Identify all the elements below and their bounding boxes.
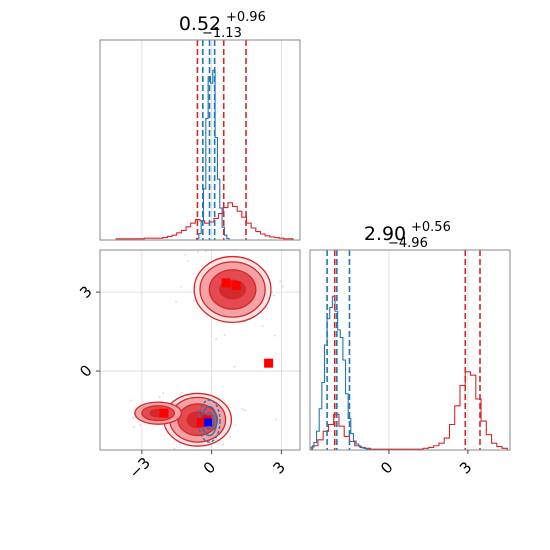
joint-sample-dot [241, 408, 244, 410]
marginal-1-plot [111, 40, 298, 240]
marginal-1-red-hist [111, 202, 298, 240]
marginal-2-title-value: 2.90 [364, 223, 406, 245]
joint-blue-marker-0 [204, 418, 213, 427]
marginal-1-title-value: 0.52 [179, 13, 221, 35]
marginal-1-blue-hist [194, 69, 232, 240]
joint-sample-dot [130, 399, 133, 402]
joint-red-marker-0 [221, 278, 231, 288]
marginal-2-blue-hist [310, 295, 372, 450]
joint-y-ticklabel-0: 0 [76, 361, 95, 380]
joint-x-ticklabel-2: 3 [270, 458, 289, 477]
marginal-2-x-ticklabel-1: 3 [456, 458, 475, 477]
joint-sample-dot [266, 307, 269, 309]
joint-sample-dot [261, 325, 264, 328]
joint-sample-dot [162, 392, 165, 395]
joint-sample-dot [197, 250, 200, 253]
marginal-2-red-hist [312, 371, 508, 450]
joint-panel: −3 0 3 0 3 [76, 242, 301, 501]
marginal-2-title-plus: +0.56 [411, 220, 451, 235]
joint-sample-dot [276, 242, 278, 244]
joint-x-ticklabel-1: 0 [200, 458, 219, 477]
joint-sample-dot [184, 253, 187, 256]
marginal-1-title-plus: +0.96 [226, 10, 266, 25]
marginal-1-panel [99, 39, 301, 241]
joint-sample-dot [233, 365, 236, 368]
marginal-1-grid [141, 40, 282, 240]
marginal-2-grid [388, 250, 469, 450]
joint-sample-dot [158, 396, 161, 399]
joint-sample-dot [279, 280, 282, 283]
joint-frame [99, 249, 301, 451]
joint-sample-dot [243, 409, 246, 412]
joint-plot [98, 242, 284, 501]
joint-sample-dot [229, 436, 232, 438]
joint-sample-dot [204, 250, 207, 253]
joint-sample-dot [179, 393, 182, 395]
marginal-2-plot [310, 250, 508, 450]
joint-sample-dot [175, 300, 178, 303]
joint-sample-dot [173, 457, 175, 459]
joint-red-marker-1 [231, 281, 241, 291]
joint-sample-dot [192, 299, 195, 302]
joint-sample-dot [274, 418, 277, 421]
joint-red-marker-3 [159, 408, 169, 418]
joint-sample-dot [190, 499, 192, 501]
joint-sample-dot [187, 260, 190, 263]
joint-sample-dot [209, 242, 211, 244]
joint-sample-dot [132, 416, 135, 419]
joint-sample-dot [173, 447, 176, 450]
joint-sample-dot [234, 424, 237, 426]
marginal-2-x-ticklabel-0: 0 [377, 458, 396, 477]
joint-red-marker-4 [196, 417, 206, 427]
marginal-1-title-minus: −1.13 [202, 26, 242, 41]
joint-sample-dot [158, 459, 160, 461]
joint-sample-dot [181, 391, 183, 394]
joint-red-marker-2 [264, 358, 274, 368]
joint-sample-dot [244, 245, 246, 247]
joint-sample-dot [273, 294, 275, 297]
marginal-1-title: 0.52 [179, 13, 221, 35]
joint-sample-dot [273, 334, 276, 337]
joint-sample-dot [221, 443, 224, 445]
joint-sample-dot [139, 424, 141, 426]
marginal-2-frame [309, 249, 511, 451]
joint-sample-dot [179, 285, 182, 288]
joint-sample-dot [215, 337, 218, 340]
marginal-1-frame [99, 39, 301, 241]
joint-sample-dot [174, 452, 176, 454]
marginal-2-title-minus: −4.96 [388, 236, 428, 251]
joint-sample-dot [98, 396, 100, 398]
joint-sample-dot [281, 285, 284, 288]
joint-sample-dot [223, 334, 226, 337]
joint-x-ticklabel-0: −3 [126, 454, 154, 482]
joint-sample-dot [189, 468, 191, 470]
joint-sample-dot [132, 426, 135, 428]
joint-y-ticklabel-1: 3 [76, 282, 95, 301]
